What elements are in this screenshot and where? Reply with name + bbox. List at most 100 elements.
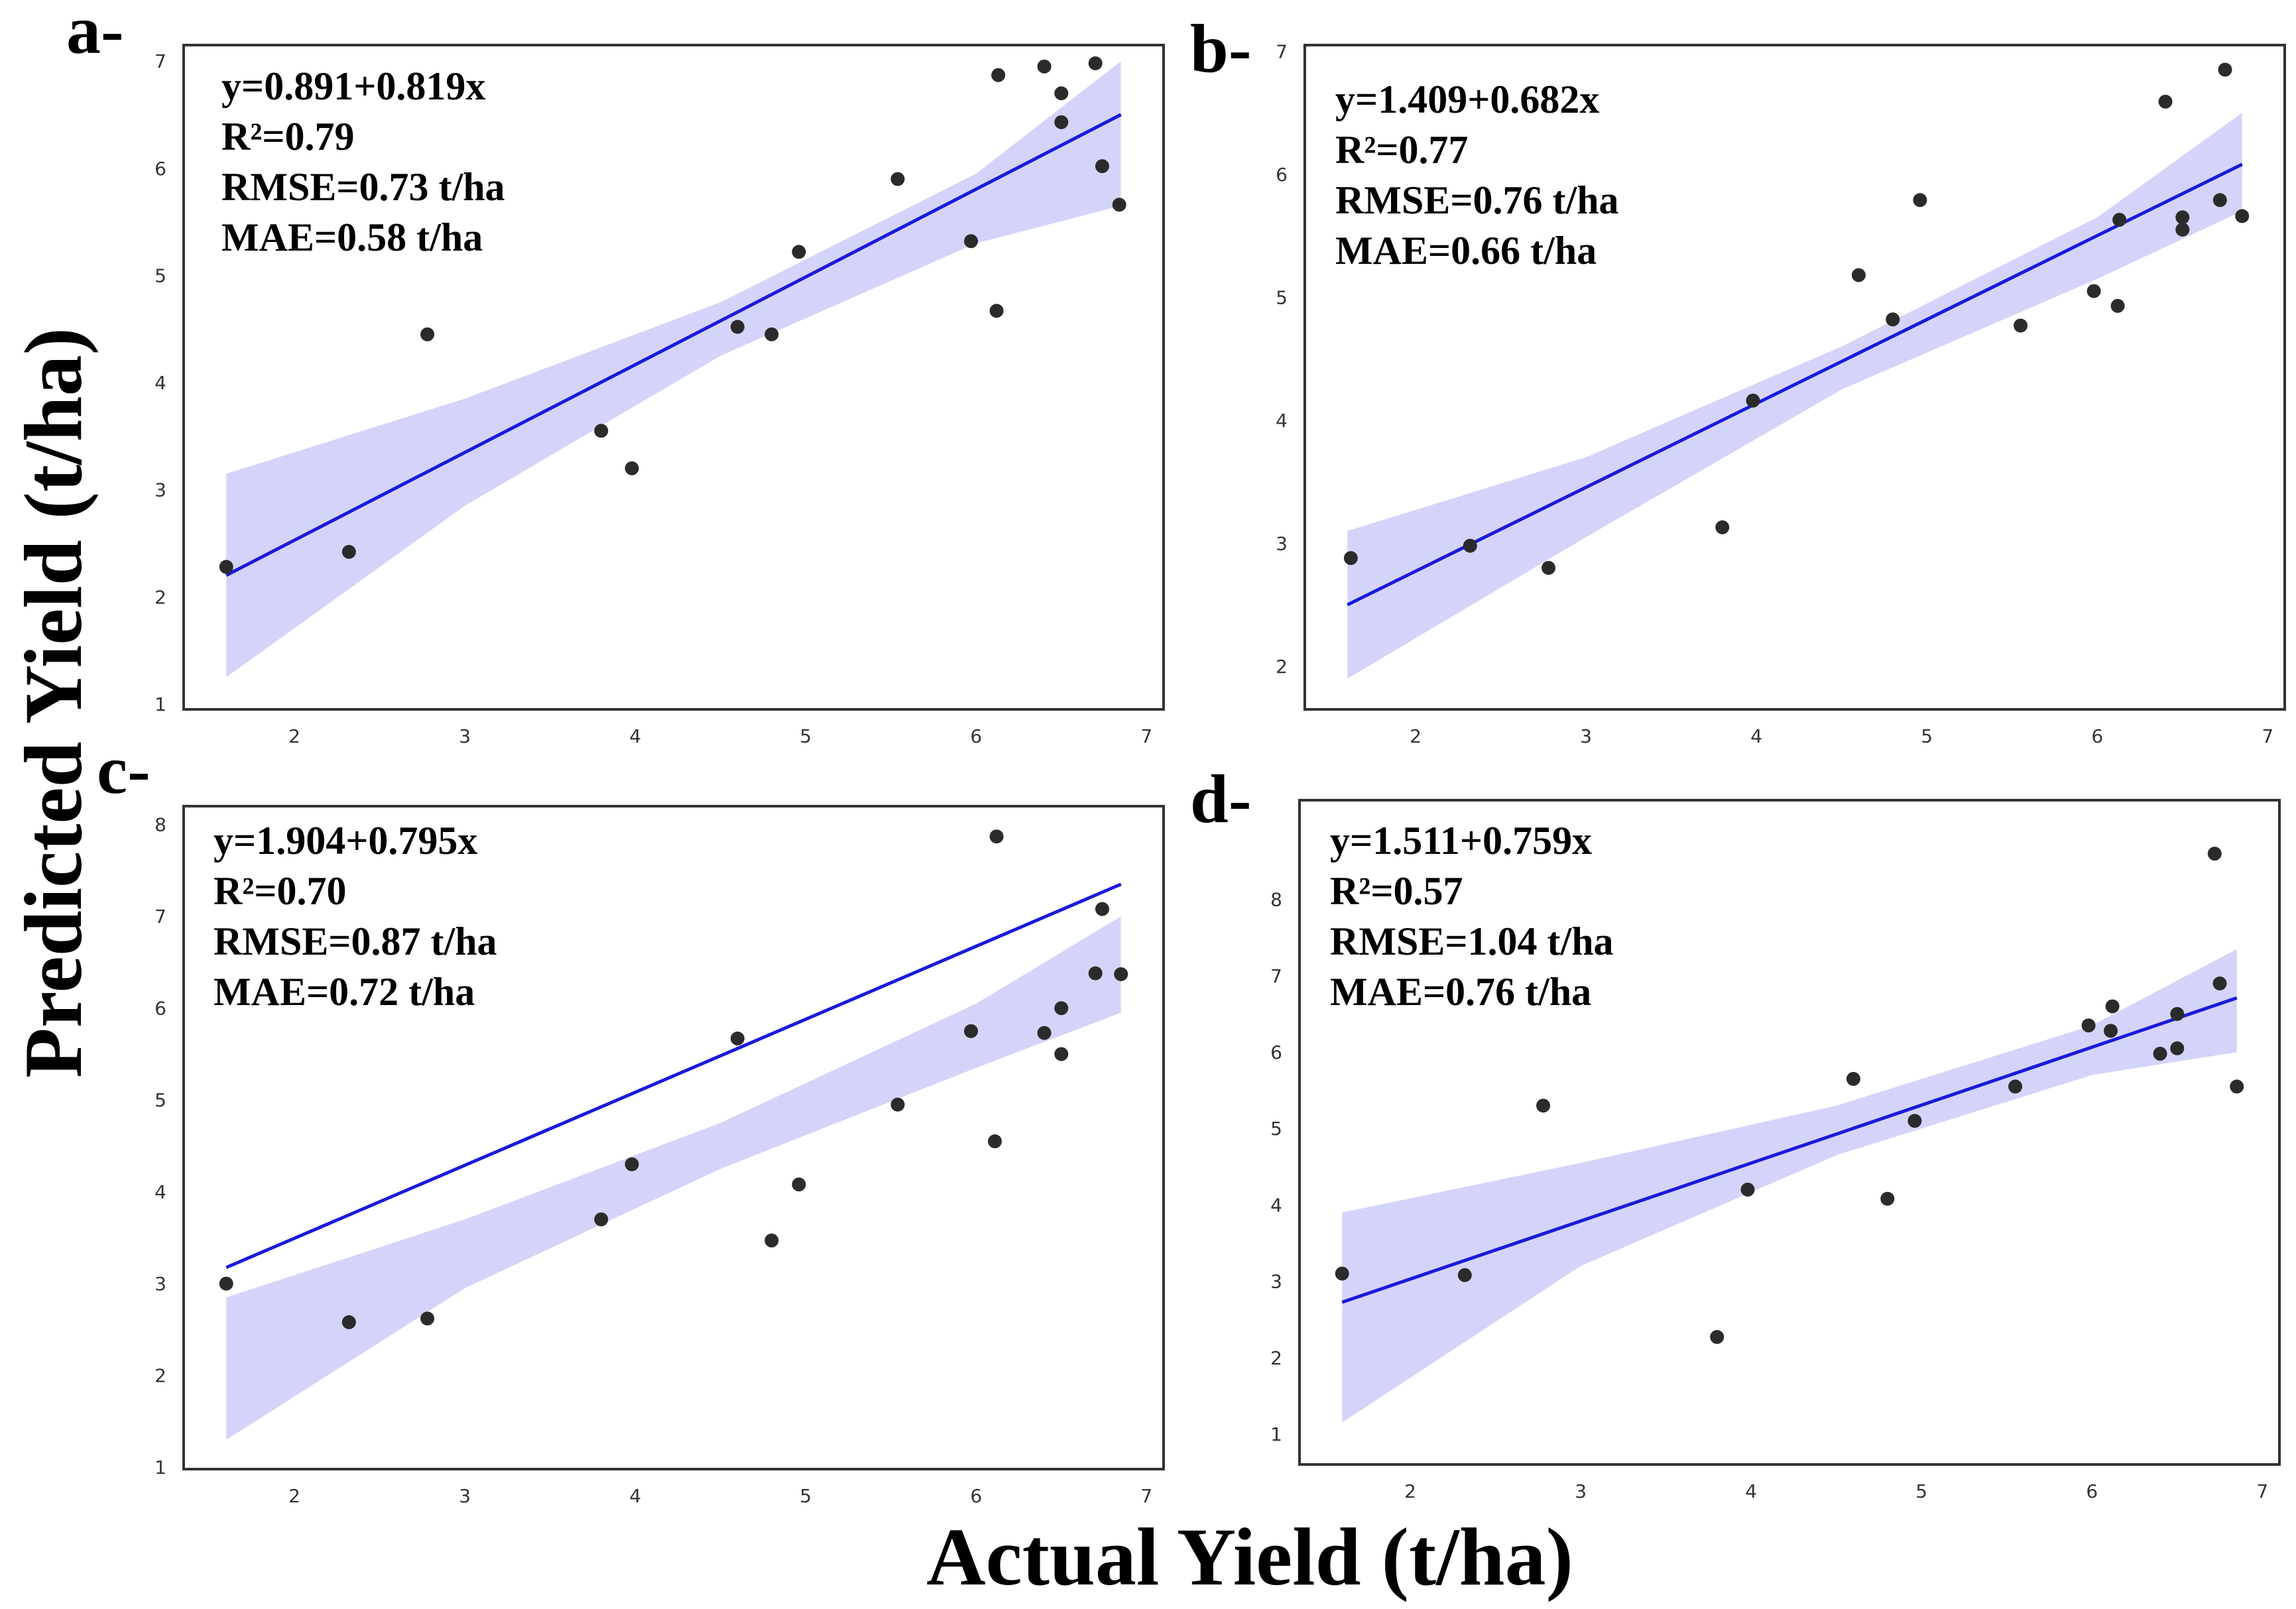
panel-c-x-tick-2: 2 bbox=[288, 1485, 300, 1507]
panel-c-point-9 bbox=[890, 1097, 905, 1112]
panel-b-x-tick-6: 6 bbox=[2091, 725, 2103, 747]
panel-b-point-16 bbox=[2212, 193, 2227, 208]
panel-a-point-9 bbox=[890, 172, 905, 186]
panel-c-point-11 bbox=[988, 1134, 1002, 1149]
panel-a-y-tick-2: 2 bbox=[154, 586, 166, 608]
panel-d-label: d- bbox=[1190, 761, 1251, 837]
panel-b-point-6 bbox=[1851, 268, 1866, 282]
panel-d-x-tick-6: 6 bbox=[2086, 1480, 2098, 1502]
panel-b-y-tick-7: 7 bbox=[1276, 40, 1288, 62]
panel-b-point-12 bbox=[2112, 212, 2127, 227]
panel-a-point-13 bbox=[1037, 59, 1052, 74]
panel-a-point-5 bbox=[625, 461, 639, 475]
panel-a-point-6 bbox=[730, 320, 745, 334]
panel-a-x-tick-5: 5 bbox=[800, 725, 812, 747]
panel-b: 2 3 4 5 6 7 2 3 4 5 6 7 b- y=1.409+0.682x R²=0.77 R… bbox=[1190, 11, 2286, 747]
panel-d-point-3 bbox=[1536, 1099, 1551, 1113]
panel-c: 2 3 4 5 6 7 1 2 3 4 5 6 7 8 c- y=1.904+0.795x R²=0.70… bbox=[97, 732, 1165, 1507]
panel-a-point-8 bbox=[792, 245, 806, 259]
panel-c-point-2 bbox=[341, 1315, 356, 1329]
panel-b-x-tick-2: 2 bbox=[1410, 725, 1421, 747]
panel-c-point-6 bbox=[730, 1031, 745, 1045]
panel-c-x-tick-6: 6 bbox=[970, 1485, 982, 1507]
panel-c-y-tick-4: 4 bbox=[154, 1181, 166, 1203]
panel-d-point-2 bbox=[1457, 1268, 1472, 1282]
panel-c-point-17 bbox=[1095, 902, 1109, 916]
panel-a: 2 3 4 5 6 7 1 2 3 4 5 6 7 a- y=0.891+0.819x R²=0.79 … bbox=[66, 0, 1165, 747]
panel-d-rmse: RMSE=1.04 t/ha bbox=[1330, 920, 1614, 963]
panel-d-y-tick-1: 1 bbox=[1270, 1423, 1282, 1445]
panel-a-point-11 bbox=[989, 304, 1004, 318]
panel-a-confidence-band bbox=[226, 61, 1121, 678]
panel-a-r2: R²=0.79 bbox=[221, 115, 355, 158]
panel-b-y-tick-4: 4 bbox=[1276, 410, 1288, 432]
panel-d-point-11 bbox=[2104, 1024, 2118, 1038]
panel-c-y-tick-2: 2 bbox=[154, 1365, 166, 1387]
panel-c-point-10 bbox=[964, 1024, 979, 1038]
panel-d-point-17 bbox=[2212, 976, 2227, 990]
panel-c-label: c- bbox=[97, 732, 151, 808]
panel-d-x-tick-3: 3 bbox=[1575, 1480, 1587, 1502]
panel-b-point-9 bbox=[2014, 318, 2028, 333]
panel-c-point-8 bbox=[792, 1177, 806, 1192]
panel-d-stats: y=1.511+0.759x R²=0.57 RMSE=1.04 t/ha MA… bbox=[1330, 819, 1614, 1014]
panel-c-regression-line bbox=[225, 882, 1122, 1270]
panel-d-point-5 bbox=[1740, 1182, 1755, 1197]
panel-b-y-tick-2: 2 bbox=[1276, 656, 1288, 678]
panel-b-confidence-band bbox=[1347, 113, 2242, 679]
panel-a-point-16 bbox=[1088, 56, 1103, 70]
panel-d-point-10 bbox=[2081, 1018, 2096, 1033]
panel-c-point-1 bbox=[219, 1276, 233, 1291]
panel-b-point-11 bbox=[2110, 298, 2125, 313]
panel-b-r2: R²=0.77 bbox=[1335, 128, 1469, 172]
panel-b-point-8 bbox=[1913, 193, 1927, 208]
panel-a-point-10 bbox=[964, 234, 979, 249]
panel-c-point-18 bbox=[1114, 967, 1128, 981]
panel-d-point-16 bbox=[2207, 847, 2222, 861]
panel-a-y-tick-5: 5 bbox=[154, 265, 166, 286]
panel-d-y-tick-3: 3 bbox=[1270, 1271, 1282, 1293]
panel-b-point-10 bbox=[2086, 284, 2101, 298]
panel-d-equation: y=1.511+0.759x bbox=[1330, 819, 1592, 863]
panel-a-mae: MAE=0.58 t/ha bbox=[221, 215, 483, 259]
panel-d-point-18 bbox=[2230, 1079, 2244, 1094]
panel-b-rmse: RMSE=0.76 t/ha bbox=[1335, 178, 1619, 222]
panel-b-point-5 bbox=[1746, 393, 1760, 408]
panel-b-x-tick-4: 4 bbox=[1750, 725, 1762, 747]
panel-b-y-tick-6: 6 bbox=[1276, 164, 1288, 186]
panel-a-point-3 bbox=[420, 327, 435, 341]
y-axis-title: Predicted Yield (t/ha) bbox=[8, 328, 99, 1078]
panel-c-y-tick-6: 6 bbox=[154, 998, 166, 1020]
panel-b-point-15 bbox=[2175, 222, 2190, 237]
panel-a-point-15 bbox=[1054, 115, 1069, 129]
panel-c-y-tick-8: 8 bbox=[154, 814, 166, 836]
panel-d-x-tick-2: 2 bbox=[1404, 1480, 1416, 1502]
panel-d-y-tick-6: 6 bbox=[1270, 1042, 1282, 1063]
panel-d-point-14 bbox=[2170, 1041, 2185, 1055]
panel-c-point-13 bbox=[1037, 1026, 1052, 1040]
panel-b-regression-line bbox=[1347, 162, 2243, 607]
panel-d: 2 3 4 5 6 7 1 2 3 4 5 6 7 8 d- y=1.511+0.759x R²=0.57… bbox=[1190, 761, 2281, 1502]
panel-a-equation: y=0.891+0.819x bbox=[221, 64, 485, 108]
panel-c-point-14 bbox=[1054, 1001, 1069, 1016]
panel-a-y-tick-6: 6 bbox=[154, 158, 166, 180]
panel-c-x-tick-5: 5 bbox=[800, 1485, 812, 1507]
panel-a-point-1 bbox=[219, 560, 233, 574]
panel-d-x-tick-4: 4 bbox=[1745, 1480, 1757, 1502]
panel-d-point-1 bbox=[1335, 1266, 1349, 1281]
panel-d-point-9 bbox=[2008, 1079, 2023, 1094]
panel-a-x-tick-7: 7 bbox=[1140, 725, 1152, 747]
panel-a-regression-line bbox=[225, 113, 1122, 577]
panel-c-y-tick-1: 1 bbox=[154, 1457, 166, 1478]
panel-c-y-tick-7: 7 bbox=[154, 906, 166, 927]
panel-c-x-tick-7: 7 bbox=[1140, 1485, 1152, 1507]
panel-b-point-14 bbox=[2175, 210, 2190, 225]
panel-c-y-tick-3: 3 bbox=[154, 1273, 166, 1295]
panel-c-point-16 bbox=[1088, 966, 1103, 981]
panel-d-mae: MAE=0.76 t/ha bbox=[1330, 970, 1591, 1014]
panel-d-y-tick-8: 8 bbox=[1270, 889, 1282, 911]
panel-c-point-5 bbox=[625, 1157, 639, 1171]
panel-b-point-1 bbox=[1343, 551, 1358, 566]
panel-a-y-tick-7: 7 bbox=[154, 50, 166, 72]
panel-a-rmse: RMSE=0.73 t/ha bbox=[221, 165, 505, 209]
